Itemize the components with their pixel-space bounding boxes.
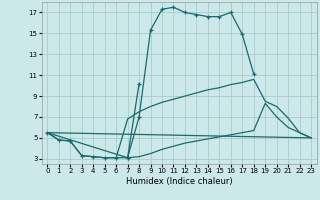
X-axis label: Humidex (Indice chaleur): Humidex (Indice chaleur) [126, 177, 233, 186]
